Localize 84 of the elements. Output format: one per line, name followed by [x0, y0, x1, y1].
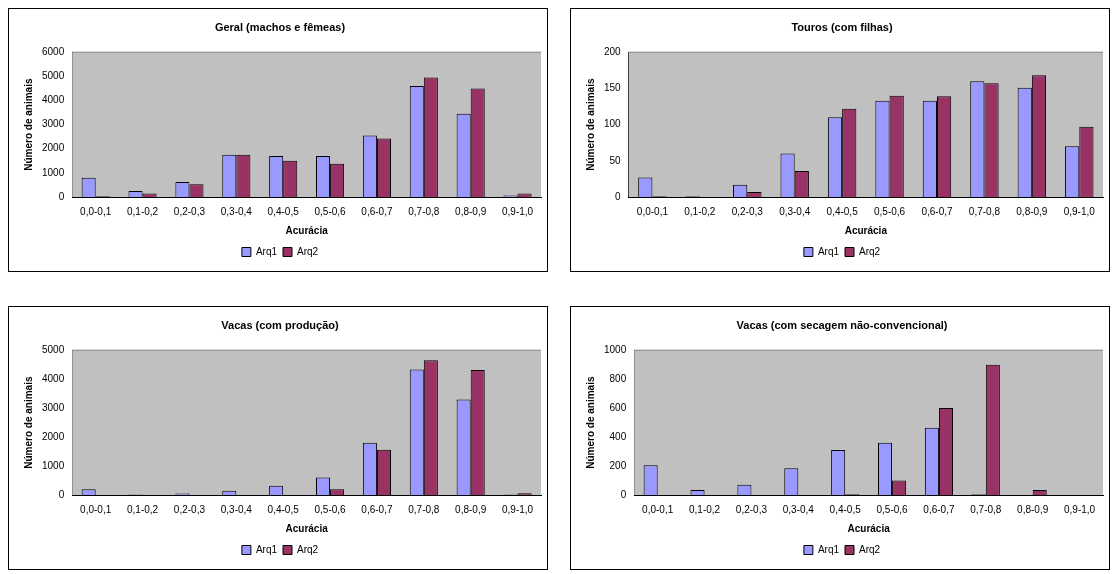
x-tick-label: 0,9-1,0 — [1063, 205, 1096, 217]
x-tick-label: 0,6-0,7 — [361, 503, 393, 515]
legend-label: Arq2 — [297, 245, 319, 257]
x-tick-label: 0,1-0,2 — [126, 503, 159, 515]
x-tick-label: 0,8-0,9 — [455, 503, 487, 515]
x-tick-label: 0,1-0,2 — [684, 205, 716, 217]
x-tick-label: 0,9-1,0 — [1063, 503, 1096, 515]
y-axis-title: Número de animais — [22, 376, 34, 469]
y-tick-label: 2000 — [42, 142, 65, 154]
legend-label: Arq1 — [255, 245, 278, 257]
x-tick-label: 0,0-0,1 — [642, 503, 674, 515]
chart-title: Touros (com filhas) — [791, 20, 893, 33]
legend-label: Arq1 — [817, 543, 840, 555]
y-axis-title: Número de animais — [22, 78, 34, 171]
y-tick-label: 0 — [58, 190, 65, 202]
x-tick-label: 0,4-0,5 — [829, 503, 862, 515]
x-tick-label: 0,5-0,6 — [873, 205, 906, 217]
x-tick-label: 0,6-0,7 — [361, 205, 393, 217]
y-tick-label: 6000 — [42, 45, 65, 57]
y-axis-title: Número de animais — [584, 376, 596, 469]
x-tick-label: 0,0-0,1 — [80, 503, 112, 515]
x-tick-label: 0,1-0,2 — [688, 503, 721, 515]
x-tick-label: 0,4-0,5 — [267, 205, 300, 217]
chart-title: Geral (machos e fêmeas) — [214, 20, 346, 33]
x-tick-label: 0,5-0,6 — [314, 205, 347, 217]
x-tick-label: 0,3-0,4 — [220, 205, 253, 217]
y-tick-label: 0 — [615, 190, 622, 202]
y-axis-title: Número de animais — [584, 78, 596, 171]
y-tick-label: 3000 — [42, 118, 65, 130]
y-tick-label: 5000 — [42, 70, 65, 82]
chart-title: Vacas (com secagem não-convencional) — [736, 318, 948, 331]
x-tick-label: 0,8-0,9 — [455, 205, 487, 217]
x-tick-label: 0,6-0,7 — [923, 503, 955, 515]
legend-label: Arq2 — [859, 245, 881, 257]
x-tick-label: 0,8-0,9 — [1016, 205, 1048, 217]
y-tick-label: 0 — [58, 488, 65, 500]
x-axis-title: Acurácia — [844, 224, 888, 236]
x-tick-label: 0,1-0,2 — [126, 205, 159, 217]
x-tick-label: 0,2-0,3 — [735, 503, 768, 515]
chart-title: Vacas (com produção) — [221, 318, 340, 331]
x-tick-label: 0,7-0,8 — [968, 205, 1001, 217]
x-tick-label: 0,9-1,0 — [501, 503, 534, 515]
y-tick-label: 50 — [609, 154, 622, 166]
x-tick-label: 0,3-0,4 — [220, 503, 253, 515]
x-tick-label: 0,0-0,1 — [636, 205, 669, 217]
y-tick-label: 4000 — [42, 372, 65, 384]
y-tick-label: 5000 — [42, 343, 65, 355]
x-tick-label: 0,9-1,0 — [501, 205, 534, 217]
x-tick-label: 0,2-0,3 — [173, 205, 206, 217]
x-axis-title: Acurácia — [285, 522, 329, 534]
y-tick-label: 150 — [604, 82, 622, 94]
x-tick-label: 0,3-0,4 — [782, 503, 815, 515]
y-tick-label: 1000 — [42, 459, 65, 471]
y-tick-label: 800 — [609, 372, 627, 384]
y-tick-label: 100 — [604, 118, 622, 130]
x-tick-label: 0,5-0,6 — [876, 503, 909, 515]
x-tick-label: 0,4-0,5 — [826, 205, 859, 217]
legend-label: Arq1 — [255, 543, 278, 555]
x-tick-label: 0,2-0,3 — [173, 503, 206, 515]
x-tick-label: 0,8-0,9 — [1017, 503, 1049, 515]
legend-label: Arq2 — [297, 543, 319, 555]
x-tick-label: 0,5-0,6 — [314, 503, 347, 515]
y-tick-label: 4000 — [42, 94, 65, 106]
x-axis-title: Acurácia — [847, 522, 891, 534]
y-tick-label: 400 — [609, 430, 627, 442]
y-tick-label: 600 — [609, 401, 627, 413]
y-tick-label: 1000 — [42, 166, 65, 178]
x-axis-title: Acurácia — [285, 224, 329, 236]
legend-label: Arq2 — [859, 543, 881, 555]
x-tick-label: 0,4-0,5 — [267, 503, 300, 515]
x-tick-label: 0,0-0,1 — [80, 205, 112, 217]
x-tick-label: 0,6-0,7 — [921, 205, 953, 217]
x-tick-label: 0,3-0,4 — [779, 205, 811, 217]
x-tick-label: 0,7-0,8 — [970, 503, 1002, 515]
y-tick-label: 0 — [620, 488, 627, 500]
y-tick-label: 200 — [604, 45, 622, 57]
x-tick-label: 0,7-0,8 — [408, 503, 440, 515]
x-tick-label: 0,2-0,3 — [731, 205, 764, 217]
y-tick-label: 200 — [609, 459, 627, 471]
y-tick-label: 1000 — [604, 343, 627, 355]
y-tick-label: 3000 — [42, 401, 65, 413]
y-tick-label: 2000 — [42, 430, 65, 442]
legend-label: Arq1 — [817, 245, 840, 257]
x-tick-label: 0,7-0,8 — [408, 205, 440, 217]
